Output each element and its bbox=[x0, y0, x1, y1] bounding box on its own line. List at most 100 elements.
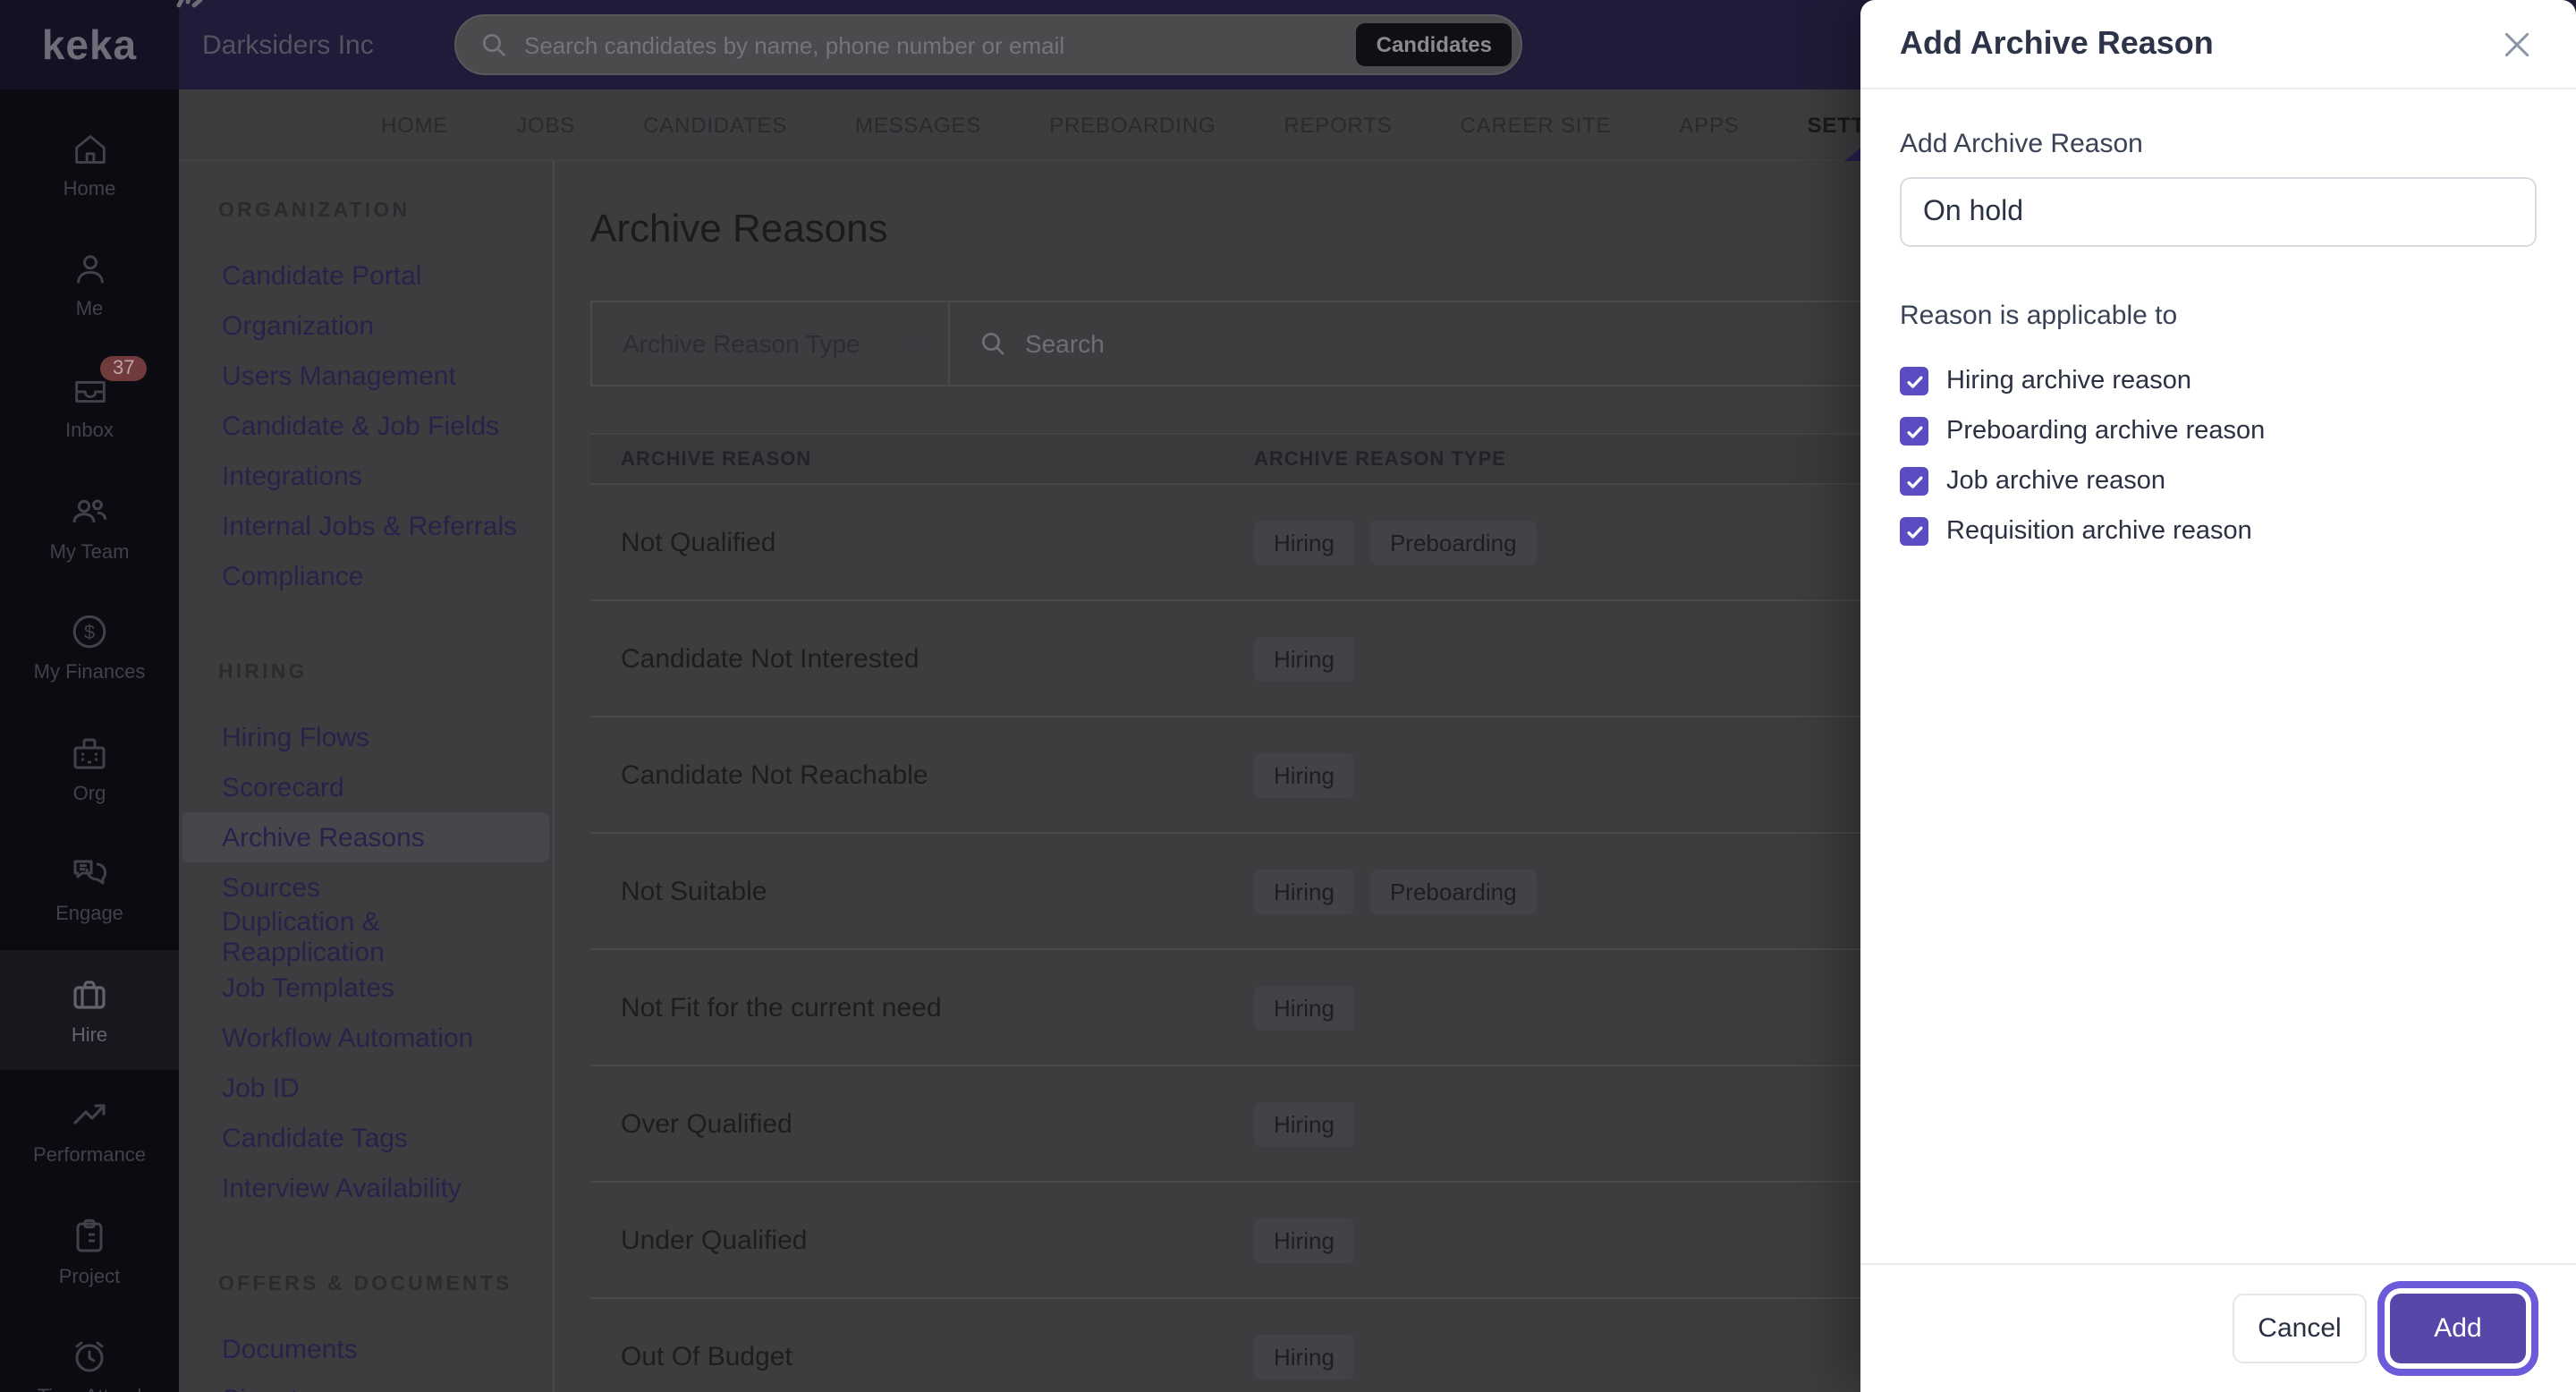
rail-item-label: Time Attend bbox=[38, 1388, 142, 1392]
global-search[interactable]: Search candidates by name, phone number … bbox=[454, 14, 1522, 75]
sidebar-item-organization[interactable]: Organization bbox=[222, 310, 375, 341]
column-archive-reason-type: ARCHIVE REASON TYPE bbox=[1254, 448, 1506, 470]
search-icon bbox=[479, 30, 508, 59]
sidebar-item-candidate-job-fields[interactable]: Candidate & Job Fields bbox=[222, 411, 500, 441]
archive-reason-cell: Candidate Not Reachable bbox=[621, 760, 928, 790]
checkbox-row-requisition[interactable]: Requisition archive reason bbox=[1900, 506, 2537, 556]
app-logo[interactable]: keka bbox=[0, 0, 203, 89]
sidebar-item-job-id[interactable]: Job ID bbox=[222, 1073, 300, 1103]
sidebar-item-scorecard[interactable]: Scorecard bbox=[222, 772, 344, 802]
rail-item-performance[interactable]: Performance bbox=[0, 1070, 179, 1191]
rail-item-inbox[interactable]: Inbox 37 bbox=[0, 345, 179, 466]
sidebar-item-candidate-portal[interactable]: Candidate Portal bbox=[222, 260, 422, 291]
sidebar-item-interview-availability[interactable]: Interview Availability bbox=[222, 1173, 462, 1203]
checkbox[interactable] bbox=[1900, 517, 1928, 546]
sidebar-item-archive-reasons[interactable]: Archive Reasons bbox=[182, 812, 549, 862]
rail-item-org[interactable]: Org bbox=[0, 708, 179, 828]
archive-reason-cell: Not Suitable bbox=[621, 876, 767, 906]
sidebar-item-signatures[interactable]: Signatures bbox=[182, 1374, 549, 1392]
dropdown-placeholder: Archive Reason Type bbox=[623, 329, 860, 358]
rail-item-time-attend[interactable]: Time Attend bbox=[0, 1311, 179, 1392]
rail-item-label: Engage bbox=[55, 904, 123, 926]
archive-reason-cell: Candidate Not Interested bbox=[621, 643, 919, 674]
table-row[interactable]: Not Suitable Hiring Preboarding bbox=[590, 834, 2576, 950]
table-row[interactable]: Candidate Not Interested Hiring bbox=[590, 601, 2576, 717]
sidebar-item-documents[interactable]: Documents bbox=[222, 1334, 358, 1364]
table-row[interactable]: Candidate Not Reachable Hiring bbox=[590, 717, 2576, 834]
checkbox[interactable] bbox=[1900, 417, 1928, 446]
rail-item-hire[interactable]: Hire bbox=[0, 949, 179, 1070]
check-icon bbox=[1906, 525, 1922, 538]
sidebar-item-internal-jobs-referrals[interactable]: Internal Jobs & Referrals bbox=[222, 511, 518, 541]
rail-item-project[interactable]: Project bbox=[0, 1191, 179, 1311]
main-content: Archive Reasons Archive Reason Type Sear… bbox=[555, 161, 2576, 1392]
engage-icon bbox=[73, 861, 107, 885]
rail-item-label: Performance bbox=[33, 1145, 146, 1167]
search-scope-chip[interactable]: Candidates bbox=[1356, 23, 1512, 66]
checkbox-label: Preboarding archive reason bbox=[1946, 417, 2266, 446]
applicable-label: Reason is applicable to bbox=[1900, 301, 2178, 331]
checkbox-row-hiring[interactable]: Hiring archive reason bbox=[1900, 356, 2537, 406]
sidebar-item-sources[interactable]: Sources bbox=[222, 872, 321, 903]
table-search-input[interactable]: Search bbox=[950, 302, 2542, 385]
rail-item-me[interactable]: Me 37 bbox=[0, 225, 179, 345]
tab-label: MESSAGES bbox=[855, 112, 982, 137]
table-row[interactable]: Not Qualified Hiring Preboarding bbox=[590, 485, 2576, 601]
archive-reason-cell: Not Qualified bbox=[621, 527, 776, 557]
sidebar-item-hiring-flows[interactable]: Hiring Flows bbox=[222, 722, 370, 752]
tab-candidates[interactable]: CANDIDATES bbox=[609, 89, 821, 160]
sidebar-item-duplication-reapplication[interactable]: Duplication & Reapplication bbox=[222, 907, 385, 968]
org-icon bbox=[73, 738, 106, 768]
type-badge: Preboarding bbox=[1369, 520, 1537, 564]
tab-reports[interactable]: REPORTS bbox=[1250, 89, 1426, 160]
inbox-icon bbox=[74, 380, 105, 403]
checkbox[interactable] bbox=[1900, 467, 1928, 496]
type-badges: Hiring bbox=[1254, 1218, 1354, 1262]
rail-item-my-finances[interactable]: $ My Finances bbox=[0, 587, 179, 708]
tab-preboarding[interactable]: PREBOARDING bbox=[1015, 89, 1250, 160]
tab-messages[interactable]: MESSAGES bbox=[821, 89, 1015, 160]
archive-reason-cell: Over Qualified bbox=[621, 1108, 792, 1139]
cancel-button[interactable]: Cancel bbox=[2233, 1294, 2367, 1363]
chevron-down-icon bbox=[909, 339, 923, 348]
tab-label: CAREER SITE bbox=[1460, 112, 1612, 137]
table-row[interactable]: Under Qualified Hiring bbox=[590, 1183, 2576, 1299]
tab-home[interactable]: HOME bbox=[347, 89, 482, 160]
checkbox-row-preboarding[interactable]: Preboarding archive reason bbox=[1900, 406, 2537, 456]
type-badge: Hiring bbox=[1254, 1101, 1354, 1146]
close-button[interactable] bbox=[2494, 21, 2540, 67]
tab-label: CANDIDATES bbox=[643, 112, 788, 137]
sidebar-item-users-management[interactable]: Users Management bbox=[222, 361, 456, 391]
type-badges: Hiring bbox=[1254, 985, 1354, 1030]
add-archive-reason-drawer: Add Archive Reason Add Archive Reason Re… bbox=[1860, 0, 2576, 1392]
sidebar-item-workflow-automation[interactable]: Workflow Automation bbox=[222, 1023, 474, 1053]
tab-apps[interactable]: APPS bbox=[1645, 89, 1773, 160]
performance-icon bbox=[73, 1104, 106, 1125]
settings-sidebar: ORGANIZATION Candidate Portal Organizati… bbox=[179, 161, 555, 1392]
reason-input[interactable] bbox=[1900, 177, 2537, 247]
add-button[interactable]: Add bbox=[2390, 1294, 2526, 1363]
sidebar-item-candidate-tags[interactable]: Candidate Tags bbox=[222, 1123, 408, 1153]
table-row[interactable]: Not Fit for the current need Hiring bbox=[590, 950, 2576, 1066]
checkbox[interactable] bbox=[1900, 367, 1928, 395]
table-row[interactable]: Over Qualified Hiring bbox=[590, 1066, 2576, 1183]
sidebar-item-integrations[interactable]: Integrations bbox=[222, 461, 362, 491]
tab-career-site[interactable]: CAREER SITE bbox=[1427, 89, 1646, 160]
tab-jobs[interactable]: JOBS bbox=[482, 89, 609, 160]
rail-item-home[interactable]: Home bbox=[0, 104, 179, 225]
checkbox-label: Job archive reason bbox=[1946, 467, 2166, 496]
sidebar-item-job-templates[interactable]: Job Templates bbox=[222, 972, 394, 1003]
sidebar-item-compliance[interactable]: Compliance bbox=[222, 561, 364, 591]
checkbox-row-job[interactable]: Job archive reason bbox=[1900, 456, 2537, 506]
rail-item-label: Home bbox=[63, 178, 116, 200]
rail-item-label: Project bbox=[58, 1266, 121, 1288]
archive-reason-type-dropdown[interactable]: Archive Reason Type bbox=[592, 302, 950, 385]
type-badges: Hiring bbox=[1254, 1101, 1354, 1146]
rail-item-engage[interactable]: Engage bbox=[0, 828, 179, 949]
rail-item-label: My Team bbox=[49, 541, 130, 564]
type-badge: Hiring bbox=[1254, 869, 1354, 913]
table-row[interactable]: Out Of Budget Hiring bbox=[590, 1299, 2576, 1392]
archive-reason-cell: Under Qualified bbox=[621, 1225, 808, 1255]
rail-item-my-team[interactable]: My Team bbox=[0, 466, 179, 587]
